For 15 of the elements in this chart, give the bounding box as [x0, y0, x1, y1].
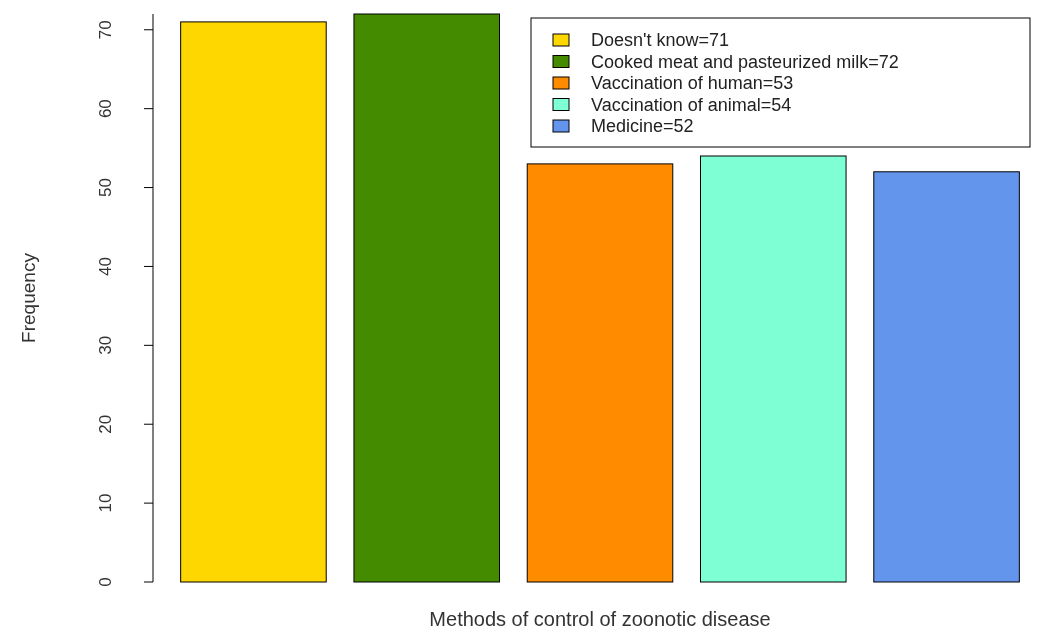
y-axis-title: Frequency	[17, 252, 39, 343]
legend-label: Vaccination of animal=54	[591, 94, 792, 115]
y-tick-label: 20	[95, 414, 115, 434]
x-axis-title: Methods of control of zoonotic disease	[429, 608, 771, 630]
y-tick-label: 10	[95, 493, 115, 513]
y-tick-label: 60	[95, 99, 115, 119]
legend-label: Cooked meat and pasteurized milk=72	[591, 51, 899, 72]
legend-label: Doesn't know=71	[591, 30, 730, 50]
y-tick-label: 70	[95, 20, 115, 40]
y-tick-label: 40	[95, 256, 115, 276]
y-tick-label: 0	[95, 577, 115, 587]
y-tick-label: 30	[95, 335, 115, 355]
legend-label: Vaccination of human=53	[591, 73, 794, 93]
legend-label: Medicine=52	[591, 116, 694, 136]
y-tick-label: 50	[95, 178, 115, 198]
